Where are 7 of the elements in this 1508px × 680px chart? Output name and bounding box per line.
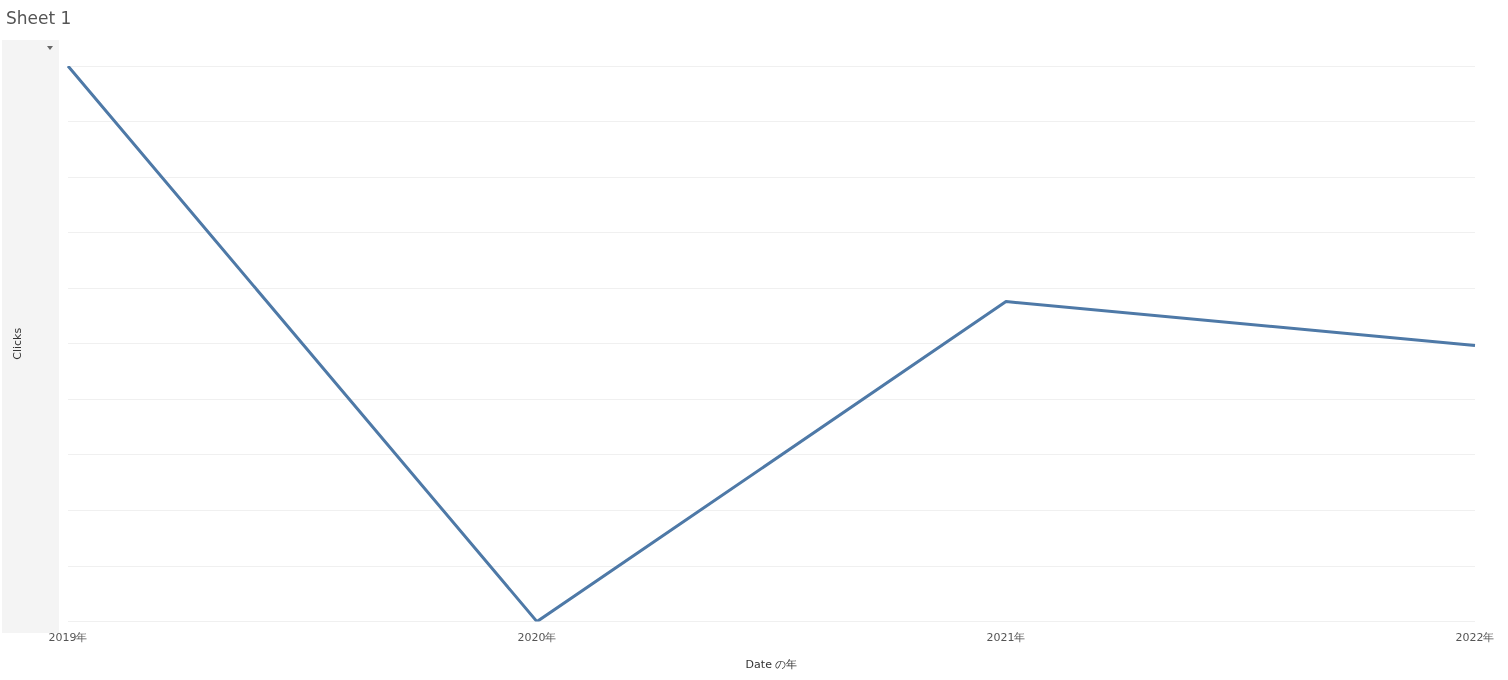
y-axis-title: Clicks (11, 327, 25, 360)
x-axis-title: Date の年 (745, 658, 798, 672)
x-tick-label: 2021年 (986, 631, 1026, 645)
x-tick-label: 2020年 (517, 631, 557, 645)
x-tick-label: 2019年 (48, 631, 88, 645)
x-tick-label: 2022年 (1455, 631, 1495, 645)
chart-title: Sheet 1 (6, 8, 72, 28)
